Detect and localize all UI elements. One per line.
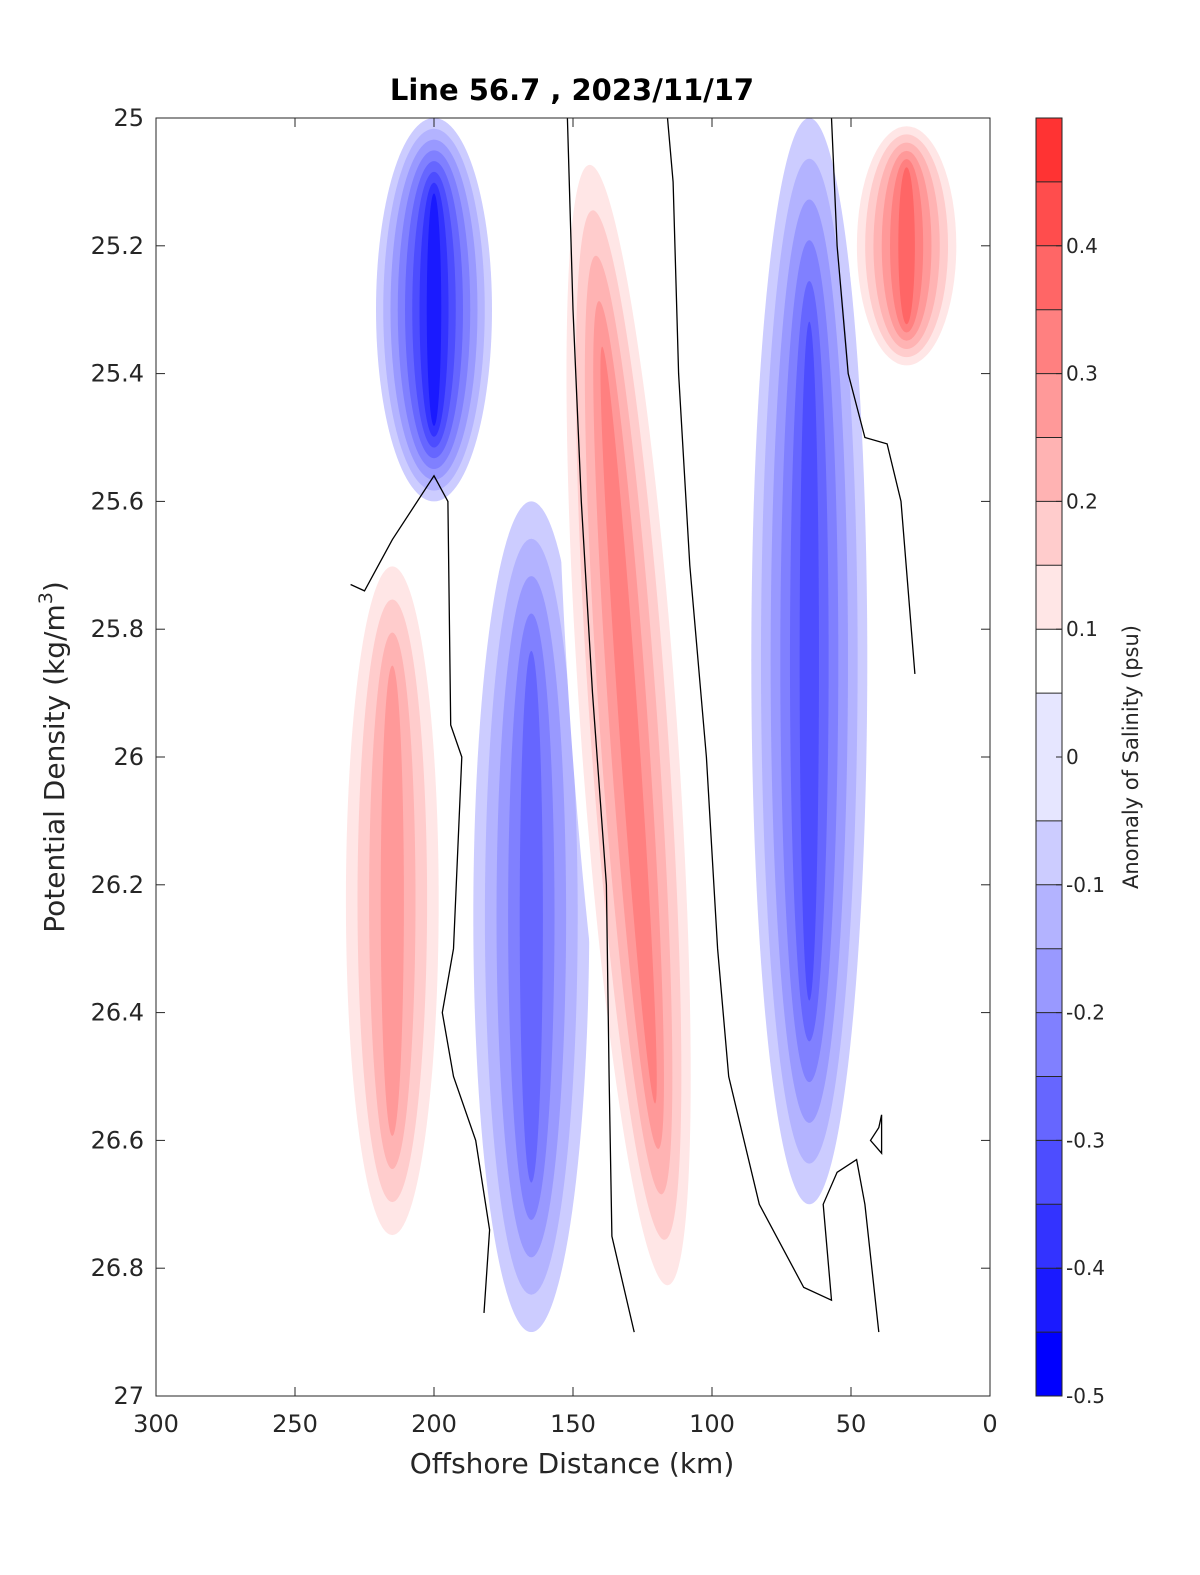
- anomaly-positive-core-6: [848, 118, 965, 374]
- y-tick-label: 27: [113, 1382, 144, 1410]
- colorbar-tick-label: 0.1: [1066, 617, 1098, 641]
- x-axis: 300 250 200 150 100 50 0: [133, 118, 998, 1438]
- colorbar-swatch: [1036, 820, 1062, 885]
- colorbar: -0.5 -0.4 -0.3 -0.2 -0.1 0 0.1 0.2 0.3 0.4: [1035, 117, 1105, 1408]
- colorbar-swatch: [1036, 501, 1062, 566]
- y-tick-label: 26.8: [91, 1254, 144, 1282]
- colorbar-swatch: [1036, 373, 1062, 438]
- colorbar-swatch: [1036, 948, 1062, 1013]
- x-tick-label: 300: [133, 1410, 179, 1438]
- colorbar-swatch: [1036, 629, 1062, 694]
- zero-contour-line: [830, 118, 916, 674]
- y-tick-label: 25: [113, 104, 144, 132]
- y-tick-label: 26.4: [91, 999, 144, 1027]
- colorbar-swatch: [1036, 1204, 1062, 1269]
- colorbar-tick-label: -0.5: [1066, 1384, 1105, 1408]
- colorbar-swatch: [1036, 181, 1062, 246]
- colorbar-tick-label: -0.3: [1066, 1128, 1105, 1152]
- zero-contour-layer: [350, 118, 916, 1333]
- no-data-region: [350, 1332, 949, 1396]
- x-tick-label: 50: [836, 1410, 867, 1438]
- colorbar-swatch: [1036, 309, 1062, 374]
- contour-band: [426, 193, 442, 426]
- colorbar-swatch: [1036, 1012, 1062, 1077]
- colorbar-tick-label: 0.2: [1066, 489, 1098, 513]
- contour-band: [519, 650, 543, 1183]
- anomaly-positive-core-2: [334, 533, 451, 1269]
- y-tick-label: 25.6: [91, 487, 144, 515]
- colorbar-swatch: [1036, 1332, 1062, 1396]
- y-tick-label: 26.6: [91, 1126, 144, 1154]
- contour-band: [600, 346, 657, 1104]
- colorbar-swatch: [1036, 1076, 1062, 1141]
- y-axis-label: Potential Density (kg/m3): [35, 581, 71, 933]
- x-tick-label: 100: [689, 1410, 735, 1438]
- anomaly-negative-core-3: [473, 501, 590, 1333]
- colorbar-swatch: [1036, 1268, 1062, 1333]
- colorbar-swatch: [1036, 1140, 1062, 1205]
- y-tick-label: 25.8: [91, 615, 144, 643]
- contour-band: [898, 167, 915, 325]
- y-axis-label-main: Potential Density (kg/m: [38, 604, 71, 933]
- chart-title: Line 56.7 , 2023/11/17: [390, 73, 754, 107]
- zero-contour-line: [350, 474, 491, 1313]
- y-tick-label: 26: [113, 743, 144, 771]
- colorbar-tick-label: 0: [1066, 745, 1079, 769]
- y-axis: 25 25.2 25.4 25.6 25.8 26 26.2 26.4 26.6 26.8 27: [91, 104, 990, 1410]
- colorbar-tick-label: -0.2: [1066, 1001, 1105, 1025]
- colorbar-tick-label: -0.1: [1066, 873, 1105, 897]
- colorbar-label: Anomaly of Salinity (psu): [1119, 625, 1143, 889]
- x-tick-label: 250: [272, 1410, 318, 1438]
- x-tick-label: 150: [550, 1410, 596, 1438]
- colorbar-tick-label: 0.3: [1066, 362, 1098, 386]
- anomaly-positive-core-4: [556, 119, 701, 1331]
- colorbar-tick-label: -0.4: [1066, 1256, 1105, 1280]
- zero-contour-line: [566, 118, 635, 1333]
- x-tick-label: 200: [411, 1410, 457, 1438]
- y-axis-label-close: ): [38, 581, 71, 592]
- contour-band: [380, 665, 404, 1136]
- anomaly-negative-core-1: [376, 118, 492, 502]
- x-tick-label: 0: [982, 1410, 997, 1438]
- zero-contour-line: [666, 118, 880, 1333]
- y-tick-label: 25.2: [91, 232, 144, 260]
- colorbar-swatch: [1036, 565, 1062, 630]
- y-tick-label: 25.4: [91, 360, 144, 388]
- colorbar-swatch: [1036, 437, 1062, 502]
- y-axis-label-superscript: 3: [35, 592, 57, 604]
- y-tick-label: 26.2: [91, 871, 144, 899]
- colorbar-swatch: [1036, 884, 1062, 949]
- contour-band: [799, 321, 819, 1001]
- x-axis-label: Offshore Distance (km): [410, 1447, 735, 1480]
- colorbar-swatch: [1036, 245, 1062, 310]
- anomaly-negative-core-5: [751, 118, 868, 1205]
- colorbar-swatch: [1036, 118, 1062, 182]
- zero-contour-line: [869, 1114, 883, 1155]
- contour-fill-layer: [334, 118, 965, 1396]
- colorbar-tick-label: 0.4: [1066, 234, 1098, 258]
